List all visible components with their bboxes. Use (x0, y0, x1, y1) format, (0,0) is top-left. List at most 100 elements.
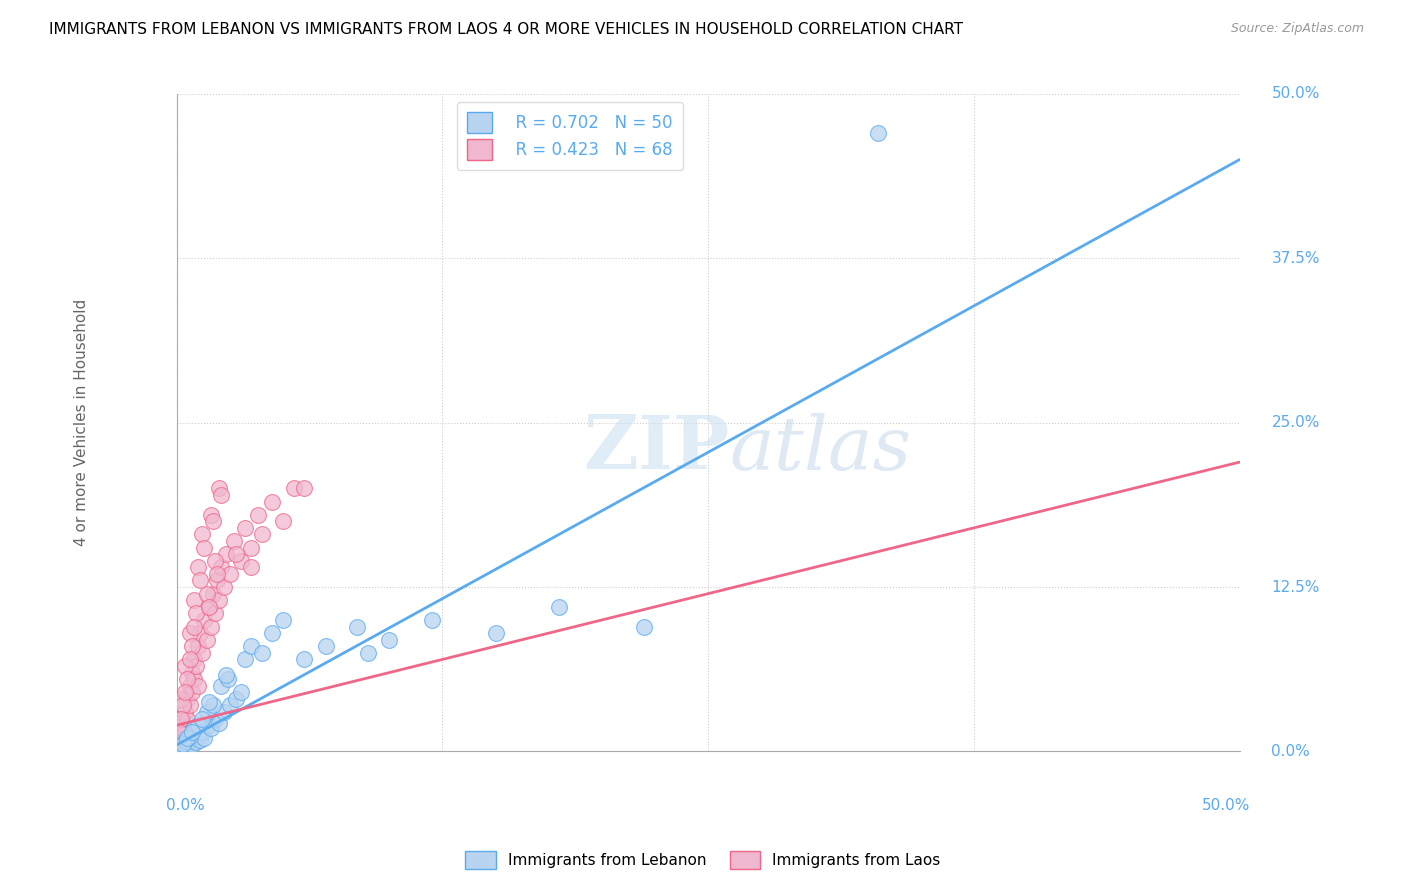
Point (240, 541, 263, 555)
Point (378, 632, 401, 647)
Point (315, 640, 337, 654)
Point (174, 724, 197, 739)
Point (184, 735, 207, 749)
Point (212, 705, 235, 719)
Point (283, 482, 305, 496)
Point (195, 705, 218, 719)
Point (233, 521, 256, 535)
Point (201, 514, 224, 528)
Point (180, 640, 202, 654)
Point (179, 729, 201, 743)
Point (633, 619, 655, 633)
Point (193, 541, 215, 555)
Point (170, 712, 193, 726)
Point (176, 691, 198, 706)
Point (201, 587, 224, 601)
Point (201, 698, 224, 713)
Point (187, 679, 209, 693)
Point (209, 488, 232, 502)
Point (262, 626, 284, 640)
Point (485, 626, 508, 640)
Point (195, 587, 218, 601)
Point (179, 626, 201, 640)
Point (193, 613, 215, 627)
Point (204, 712, 226, 726)
Point (183, 593, 205, 607)
Point (271, 514, 294, 528)
Legend: Immigrants from Lebanon, Immigrants from Laos: Immigrants from Lebanon, Immigrants from… (460, 845, 946, 875)
Point (548, 599, 571, 614)
Point (180, 724, 202, 739)
Point (176, 737, 198, 751)
Point (200, 721, 222, 735)
Point (184, 607, 207, 621)
Text: 0.0%: 0.0% (166, 797, 205, 813)
Point (209, 560, 232, 574)
Point (262, 494, 284, 508)
Point (229, 554, 252, 568)
Point (250, 646, 273, 660)
Point (174, 739, 197, 754)
Point (170, 691, 193, 706)
Point (420, 613, 443, 627)
Point (205, 566, 228, 581)
Point (197, 694, 219, 708)
Point (180, 665, 202, 680)
Point (174, 705, 197, 719)
Text: IMMIGRANTS FROM LEBANON VS IMMIGRANTS FROM LAOS 4 OR MORE VEHICLES IN HOUSEHOLD : IMMIGRANTS FROM LEBANON VS IMMIGRANTS FR… (49, 22, 963, 37)
Text: 50.0%: 50.0% (1271, 87, 1320, 102)
Point (215, 547, 238, 561)
Text: 12.5%: 12.5% (1271, 580, 1320, 595)
Point (204, 607, 226, 621)
Point (179, 734, 201, 748)
Point (183, 672, 205, 686)
Point (292, 652, 315, 666)
Point (174, 685, 197, 699)
Point (191, 646, 214, 660)
Point (219, 566, 242, 581)
Point (193, 731, 215, 746)
Point (188, 574, 211, 588)
Point (179, 679, 201, 693)
Point (225, 547, 247, 561)
Text: 37.5%: 37.5% (1271, 251, 1320, 266)
Point (292, 482, 315, 496)
Point (229, 685, 252, 699)
Point (200, 508, 222, 522)
Point (191, 724, 214, 739)
Point (187, 729, 209, 743)
Text: 25.0%: 25.0% (1271, 415, 1320, 430)
Point (183, 721, 205, 735)
Point (167, 724, 190, 739)
Point (176, 672, 198, 686)
Point (250, 527, 273, 541)
Point (208, 593, 231, 607)
Point (195, 632, 218, 647)
Point (183, 731, 205, 746)
Point (204, 554, 226, 568)
Point (172, 734, 194, 748)
Point (219, 698, 242, 713)
Text: 4 or more Vehicles in Household: 4 or more Vehicles in Household (73, 299, 89, 546)
Point (205, 574, 228, 588)
Point (167, 738, 190, 752)
Point (187, 718, 209, 732)
Point (346, 619, 368, 633)
Point (209, 679, 232, 693)
Point (170, 731, 193, 746)
Text: 50.0%: 50.0% (1202, 797, 1250, 813)
Point (172, 738, 194, 752)
Point (208, 482, 231, 496)
Point (183, 652, 205, 666)
Point (187, 560, 209, 574)
Point (240, 560, 263, 574)
Point (240, 640, 263, 654)
Point (217, 672, 239, 686)
Point (188, 626, 211, 640)
Point (176, 712, 198, 726)
Point (200, 619, 222, 633)
Point (172, 737, 194, 751)
Point (224, 534, 246, 549)
Point (208, 715, 231, 730)
Point (180, 685, 202, 699)
